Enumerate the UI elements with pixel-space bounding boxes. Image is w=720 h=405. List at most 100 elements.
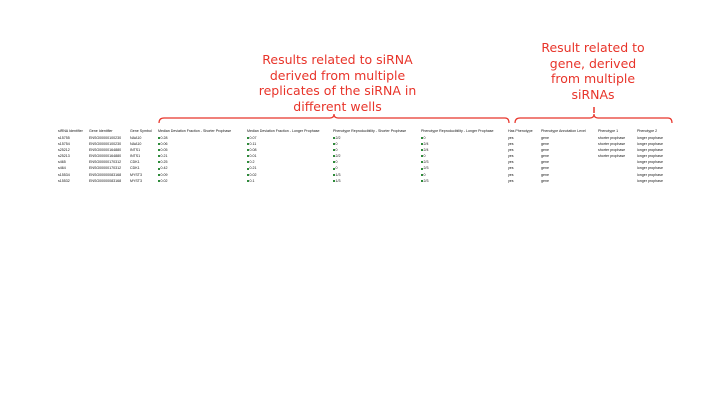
column-header[interactable]: Gene Identifier — [89, 129, 113, 133]
table-cell[interactable]: 0.01 — [246, 153, 332, 159]
table-cell[interactable]: gene — [540, 172, 597, 178]
cell-value: gene — [541, 148, 549, 153]
table-cell[interactable]: 0.05 — [157, 147, 246, 153]
table-cell[interactable]: 0.08 — [246, 147, 332, 153]
table-cell[interactable]: 0.11 — [246, 141, 332, 147]
table-cell[interactable]: longer prophase — [636, 165, 699, 171]
table-cell[interactable]: 0.07 — [246, 135, 332, 141]
table-cell[interactable]: 2/3 — [420, 165, 507, 171]
table-cell[interactable]: 0.42 — [157, 165, 246, 171]
table-cell[interactable]: 0.21 — [246, 165, 332, 171]
table-cell[interactable]: 0.09 — [157, 172, 246, 178]
table-cell[interactable]: gene — [540, 159, 597, 165]
table-cell[interactable]: 0 — [332, 141, 420, 147]
table-cell[interactable]: shorter prophase — [597, 141, 636, 147]
column-header[interactable]: Has Phenotype — [508, 129, 533, 133]
column-header[interactable]: Phenotype Annotation Level — [541, 129, 586, 133]
table-cell[interactable]: CDK1 — [129, 159, 157, 165]
column-header[interactable]: Median Deviation Fraction - Shorter Prop… — [158, 129, 232, 133]
table-cell[interactable]: yes — [507, 159, 540, 165]
table-cell[interactable]: ENSG00000083168 — [88, 178, 129, 184]
column-header[interactable]: siRNA Identifier — [58, 129, 83, 133]
column-header[interactable]: Gene Symbol — [130, 129, 152, 133]
table-cell[interactable]: ENSG00000170312 — [88, 159, 129, 165]
table-cell[interactable]: gene — [540, 135, 597, 141]
table-cell[interactable]: 0.2 — [246, 159, 332, 165]
table-cell[interactable]: 0 — [420, 135, 507, 141]
table-cell[interactable]: yes — [507, 178, 540, 184]
table-cell[interactable]: 0 — [332, 159, 420, 165]
table-cell[interactable]: longer prophase — [636, 159, 699, 165]
table-cell[interactable]: gene — [540, 178, 597, 184]
table-cell[interactable]: s25213 — [57, 153, 88, 159]
table-cell[interactable]: 2/3 — [420, 159, 507, 165]
table-cell[interactable]: 1/3 — [332, 178, 420, 184]
column-header[interactable]: Phenotype 2 — [637, 129, 658, 133]
table-cell[interactable]: ENSG00000164880 — [88, 153, 129, 159]
table-cell[interactable]: 0.25 — [157, 159, 246, 165]
table-cell[interactable]: 0.06 — [157, 141, 246, 147]
table-cell[interactable]: gene — [540, 147, 597, 153]
table-cell[interactable]: 0.02 — [246, 172, 332, 178]
table-cell[interactable]: longer prophase — [636, 135, 699, 141]
table-cell[interactable] — [597, 178, 636, 184]
table-cell[interactable]: s465 — [57, 159, 88, 165]
table-cell[interactable]: longer prophase — [636, 141, 699, 147]
table-cell[interactable]: 2/4 — [420, 141, 507, 147]
table-cell[interactable]: 2/2 — [332, 153, 420, 159]
table-cell[interactable]: 0 — [332, 165, 420, 171]
table-cell[interactable]: s15755 — [57, 135, 88, 141]
table-cell[interactable]: yes — [507, 147, 540, 153]
column-header[interactable]: Median Deviation Fraction - Longer Proph… — [247, 129, 320, 133]
table-cell[interactable]: NAA10 — [129, 135, 157, 141]
table-cell[interactable]: ENSG00000164880 — [88, 147, 129, 153]
table-cell[interactable]: gene — [540, 153, 597, 159]
table-cell[interactable]: s15532 — [57, 178, 88, 184]
column-header[interactable]: Phenotype Reproducibility - Shorter Prop… — [333, 129, 407, 133]
column-header[interactable]: Phenotype 1 — [598, 129, 619, 133]
table-cell[interactable]: 0.28 — [157, 135, 246, 141]
error-flag-icon — [247, 179, 249, 182]
table-cell[interactable]: CDK1 — [129, 165, 157, 171]
table-cell[interactable]: longer prophase — [636, 172, 699, 178]
table-cell[interactable]: 0.21 — [157, 153, 246, 159]
table-cell[interactable]: yes — [507, 141, 540, 147]
table-cell[interactable]: shorter prophase — [597, 135, 636, 141]
table-cell[interactable]: NAA10 — [129, 141, 157, 147]
cell-value: s15754 — [58, 142, 70, 147]
column-header[interactable]: Phenotype Reproducibility - Longer Proph… — [421, 129, 494, 133]
table-cell[interactable]: ENSG00000083168 — [88, 172, 129, 178]
header-row: siRNA Identifier Gene Identifier Gene Sy… — [57, 127, 699, 135]
table-cell[interactable]: INTS1 — [129, 147, 157, 153]
table-cell[interactable]: 0 — [420, 172, 507, 178]
table-cell[interactable]: INTS1 — [129, 153, 157, 159]
table-cell[interactable]: s25212 — [57, 147, 88, 153]
table-cell[interactable]: yes — [507, 172, 540, 178]
table-cell[interactable]: 2/2 — [332, 135, 420, 141]
table-cell[interactable]: gene — [540, 141, 597, 147]
table-cell[interactable]: 2/4 — [420, 147, 507, 153]
table-cell[interactable]: MYST3 — [129, 172, 157, 178]
table-cell[interactable]: ENSG00000100230 — [88, 141, 129, 147]
table-cell[interactable]: 0 — [332, 147, 420, 153]
table-cell[interactable]: ENSG00000100230 — [88, 135, 129, 141]
table-cell[interactable]: shorter prophase — [597, 153, 636, 159]
table-cell[interactable]: 0.1 — [246, 178, 332, 184]
table-cell[interactable]: s464 — [57, 165, 88, 171]
table-cell[interactable]: 0 — [420, 153, 507, 159]
table-cell[interactable]: s15754 — [57, 141, 88, 147]
table-cell[interactable]: yes — [507, 135, 540, 141]
table-cell[interactable]: longer prophase — [636, 147, 699, 153]
table-cell[interactable]: 0.02 — [157, 178, 246, 184]
table-cell[interactable]: longer prophase — [636, 153, 699, 159]
table-cell[interactable]: MYST3 — [129, 178, 157, 184]
table-cell[interactable]: s15534 — [57, 172, 88, 178]
table-cell[interactable]: ENSG00000170312 — [88, 165, 129, 171]
table-cell[interactable]: yes — [507, 153, 540, 159]
table-cell[interactable]: yes — [507, 165, 540, 171]
table-cell[interactable]: 2/3 — [420, 178, 507, 184]
table-cell[interactable]: shorter prophase — [597, 147, 636, 153]
table-cell[interactable]: gene — [540, 165, 597, 171]
table-cell[interactable]: longer prophase — [636, 178, 699, 184]
table-cell[interactable]: 1/3 — [332, 172, 420, 178]
